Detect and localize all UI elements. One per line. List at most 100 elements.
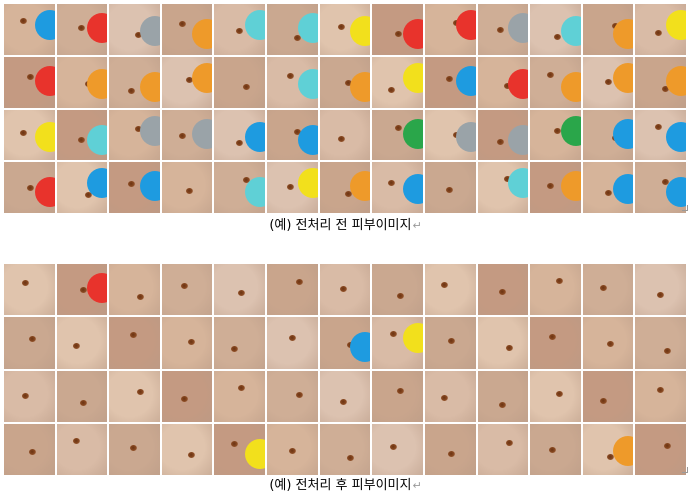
color-sticker xyxy=(297,13,318,43)
corner-mark xyxy=(682,467,688,473)
skin-image-tile xyxy=(161,264,213,316)
skin-image-tile xyxy=(267,56,318,108)
color-sticker xyxy=(139,16,160,46)
skin-image-tile xyxy=(635,264,686,316)
color-sticker xyxy=(87,124,108,155)
mole-spot xyxy=(505,439,513,446)
mole-spot xyxy=(388,180,396,187)
skin-image-tile xyxy=(161,109,213,161)
skin-image-tile xyxy=(477,423,529,475)
color-sticker xyxy=(508,124,529,155)
mole-spot xyxy=(287,184,295,191)
skin-image-grid-before xyxy=(4,4,686,213)
skin-image-tile xyxy=(214,4,266,55)
color-sticker xyxy=(245,177,266,208)
color-sticker xyxy=(87,68,108,99)
mole-spot xyxy=(337,24,345,30)
mole-spot xyxy=(289,335,297,342)
mole-spot xyxy=(447,338,455,345)
mole-spot xyxy=(20,129,27,136)
mole-spot xyxy=(388,86,396,93)
skin-image-tile xyxy=(635,317,686,369)
skin-image-tile xyxy=(4,4,55,55)
skin-image-tile xyxy=(109,4,160,55)
mole-spot xyxy=(27,185,34,192)
skin-image-tile xyxy=(109,162,160,213)
skin-image-tile xyxy=(424,109,476,161)
skin-image-tile xyxy=(109,109,160,161)
mole-spot xyxy=(289,447,297,454)
mole-spot xyxy=(238,384,246,391)
skin-image-tile xyxy=(214,423,266,475)
mole-spot xyxy=(498,401,506,408)
color-sticker xyxy=(455,121,476,152)
mole-spot xyxy=(29,448,36,455)
skin-image-tile xyxy=(56,56,108,108)
color-sticker xyxy=(402,174,423,205)
mole-spot xyxy=(231,346,239,353)
color-sticker xyxy=(508,168,529,199)
skin-image-tile xyxy=(424,56,476,108)
skin-image-tile xyxy=(56,423,108,475)
skin-image-tile xyxy=(372,162,423,213)
color-sticker xyxy=(297,168,318,199)
skin-image-tile xyxy=(4,370,55,422)
mole-spot xyxy=(505,345,513,352)
mole-spot xyxy=(496,27,504,33)
skin-image-grid-after xyxy=(4,264,686,475)
skin-image-tile xyxy=(635,162,686,213)
corner-mark xyxy=(682,205,688,211)
skin-image-tile xyxy=(267,423,318,475)
paragraph-mark-icon: ↵ xyxy=(412,479,422,492)
mole-spot xyxy=(135,32,143,38)
color-sticker xyxy=(350,332,371,363)
mole-spot xyxy=(346,454,354,461)
mole-spot xyxy=(599,285,607,291)
skin-image-tile xyxy=(530,370,581,422)
skin-image-tile xyxy=(635,370,686,422)
mole-spot xyxy=(185,188,193,195)
skin-image-tile xyxy=(582,423,634,475)
skin-image-tile xyxy=(109,56,160,108)
skin-image-tile xyxy=(424,4,476,55)
mole-spot xyxy=(503,176,511,183)
skin-image-tile xyxy=(582,370,634,422)
mole-spot xyxy=(606,453,614,460)
skin-image-tile xyxy=(56,317,108,369)
mole-spot xyxy=(185,76,193,83)
color-sticker xyxy=(34,177,55,208)
mole-spot xyxy=(655,123,663,130)
mole-spot xyxy=(29,336,36,343)
skin-image-tile xyxy=(477,4,529,55)
mole-spot xyxy=(440,394,448,401)
mole-spot xyxy=(604,190,612,197)
skin-image-tile xyxy=(109,264,160,316)
skin-image-tile xyxy=(4,109,55,161)
skin-image-tile xyxy=(530,56,581,108)
mole-spot xyxy=(72,437,80,444)
mole-spot xyxy=(231,440,239,447)
mole-spot xyxy=(554,127,562,134)
color-sticker xyxy=(613,435,634,466)
skin-image-tile xyxy=(530,317,581,369)
color-sticker xyxy=(245,121,266,152)
skin-image-tile xyxy=(214,317,266,369)
color-sticker xyxy=(455,10,476,40)
skin-image-tile xyxy=(4,162,55,213)
mole-spot xyxy=(547,183,555,190)
mole-spot xyxy=(236,28,244,34)
color-sticker xyxy=(508,68,529,99)
skin-image-tile xyxy=(161,423,213,475)
skin-image-tile xyxy=(530,162,581,213)
skin-image-tile xyxy=(56,162,108,213)
skin-image-tile xyxy=(161,162,213,213)
mole-spot xyxy=(20,18,27,24)
mole-spot xyxy=(397,387,405,394)
skin-image-tile xyxy=(530,109,581,161)
color-sticker xyxy=(34,65,55,96)
color-sticker xyxy=(402,62,423,93)
skin-image-tile xyxy=(372,4,423,55)
skin-image-tile xyxy=(424,317,476,369)
color-sticker xyxy=(560,115,581,146)
caption-after: (예) 전처리 후 피부이미지↵ xyxy=(0,478,691,494)
